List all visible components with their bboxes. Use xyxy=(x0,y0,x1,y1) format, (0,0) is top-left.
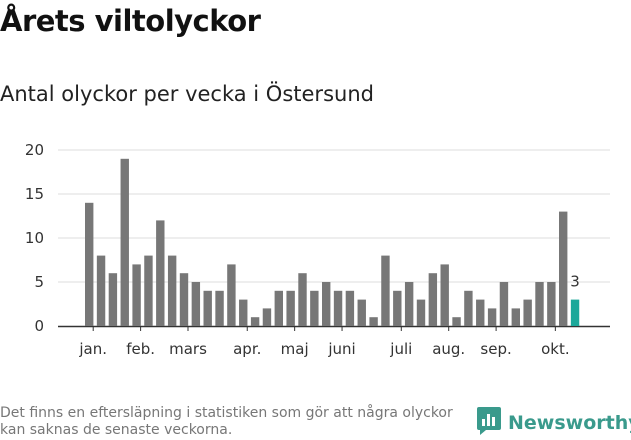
x-tick-label: apr. xyxy=(233,340,261,358)
bar xyxy=(499,282,509,326)
chart-title: Årets viltolyckor xyxy=(0,4,261,38)
bar xyxy=(262,308,272,326)
bar xyxy=(191,282,201,326)
bar xyxy=(559,211,568,326)
bar xyxy=(108,273,118,326)
bar xyxy=(144,255,153,326)
bar xyxy=(416,299,426,326)
bar xyxy=(322,282,331,326)
bar xyxy=(487,308,497,326)
bar xyxy=(523,299,532,326)
y-axis-tick-labels: 0 5 10 15 20 xyxy=(25,141,44,335)
chart-subtitle: Antal olyckor per vecka i Östersund xyxy=(0,82,374,106)
bar xyxy=(547,282,556,326)
bar xyxy=(215,290,224,326)
y-tick-label: 20 xyxy=(25,141,44,159)
bar xyxy=(167,255,177,326)
bar xyxy=(274,290,283,326)
y-tick-label: 15 xyxy=(25,185,44,203)
bar xyxy=(345,290,355,326)
x-tick-label: mars xyxy=(169,340,207,358)
bar xyxy=(179,273,189,326)
x-axis-tick-labels: jan. feb. mars apr. maj juni juli aug. sep. okt. xyxy=(78,326,570,358)
bar xyxy=(464,290,473,326)
newsworthy-logo-icon xyxy=(476,406,502,440)
bar xyxy=(393,290,402,326)
brand-logo[interactable]: Newsworthy xyxy=(476,407,631,439)
bar xyxy=(428,273,438,326)
bar-highlight xyxy=(570,299,580,326)
x-tick-label: feb. xyxy=(126,340,155,358)
y-tick-label: 0 xyxy=(34,317,44,335)
bars: 3 xyxy=(85,158,580,326)
bar xyxy=(132,264,141,326)
x-tick-label: sep. xyxy=(480,340,511,358)
highlight-value-label: 3 xyxy=(570,273,580,291)
bar xyxy=(250,317,260,326)
x-tick-label: jan. xyxy=(78,340,107,358)
bar xyxy=(511,308,520,326)
bar xyxy=(310,290,319,326)
footnote: Det finns en eftersläpning i statistiken… xyxy=(0,405,453,438)
bar xyxy=(404,282,414,326)
bar xyxy=(286,290,295,326)
bar xyxy=(227,264,236,326)
bar xyxy=(120,158,129,326)
bar xyxy=(298,273,307,326)
x-tick-label: aug. xyxy=(432,340,465,358)
bar xyxy=(239,299,248,326)
bar xyxy=(357,299,366,326)
bar xyxy=(85,202,94,326)
y-tick-label: 10 xyxy=(25,229,44,247)
grid-lines xyxy=(58,149,610,328)
bar xyxy=(369,317,378,326)
x-tick-label: juni xyxy=(327,340,355,358)
bar xyxy=(96,255,106,326)
bar xyxy=(333,290,343,326)
bar xyxy=(203,290,212,326)
bar-chart: 0 5 10 15 20 3 jan. feb. mars apr. maj juni juli au… xyxy=(25,141,610,358)
bar xyxy=(440,264,449,326)
y-tick-label: 5 xyxy=(34,273,44,291)
x-tick-label: maj xyxy=(281,340,309,358)
bar xyxy=(381,255,390,326)
x-tick-label: okt. xyxy=(541,340,570,358)
x-tick-label: juli xyxy=(389,340,412,358)
brand-name: Newsworthy xyxy=(508,412,631,434)
bar xyxy=(535,282,544,326)
bar xyxy=(452,317,461,326)
bar xyxy=(156,220,165,326)
bar xyxy=(476,299,485,326)
